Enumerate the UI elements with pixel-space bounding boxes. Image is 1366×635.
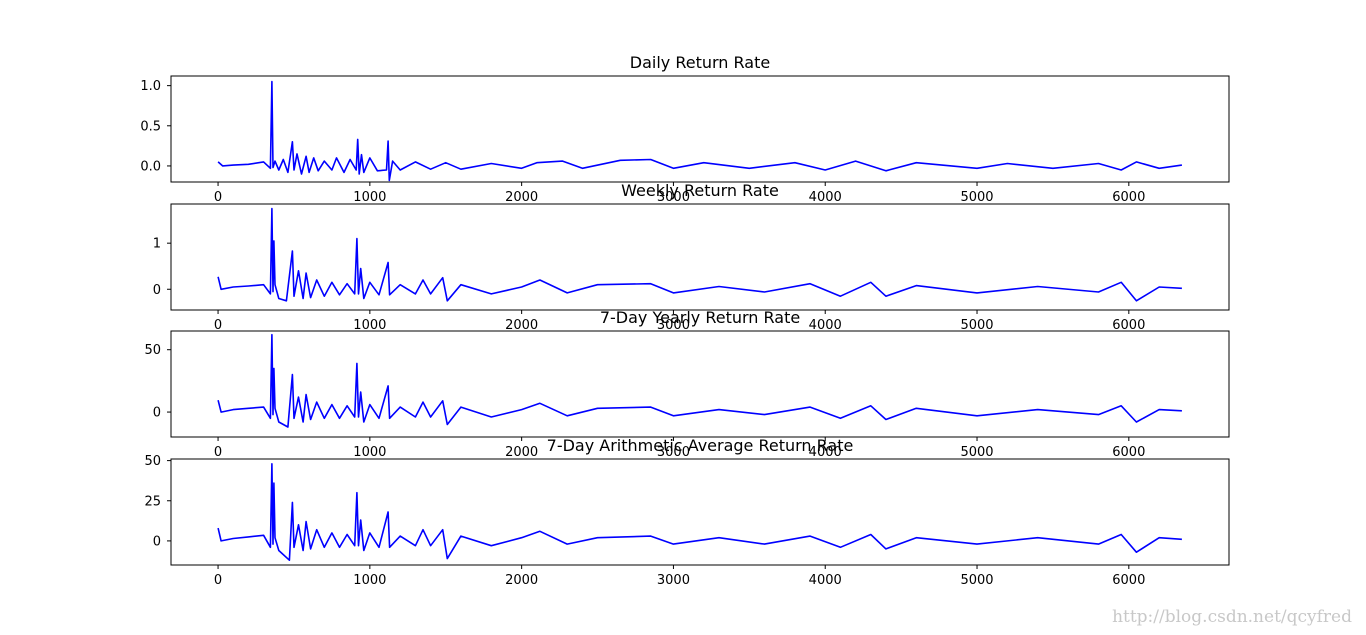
x-tick-label: 1000 [353, 445, 386, 460]
x-tick-label: 6000 [1112, 573, 1145, 588]
x-tick-label: 0 [214, 318, 222, 333]
x-tick-label: 3000 [657, 445, 690, 460]
y-tick-label: 0.0 [140, 159, 161, 174]
x-tick-label: 4000 [809, 318, 842, 333]
subplot-title: 7-Day Yearly Return Rate [600, 308, 800, 327]
axes-frame-4 [170, 458, 1230, 566]
x-tick-label: 1000 [353, 318, 386, 333]
axes-frame-2 [170, 203, 1230, 311]
y-tick-label: 0 [153, 283, 161, 298]
x-tick-label: 4000 [809, 445, 842, 460]
x-tick-label: 2000 [505, 190, 538, 205]
y-tick-label: 50 [144, 454, 161, 469]
series-line-1 [217, 80, 1183, 182]
subplot-2: 0 1000 2000 3000 4000 5000 6000 0 1 Weekly Return… [153, 181, 1230, 333]
y-tick-label: 1 [153, 237, 161, 252]
x-tick-label: 5000 [960, 318, 993, 333]
watermark-text: http://blog.csdn.net/qcyfred [1112, 607, 1352, 627]
subplot-title: Weekly Return Rate [621, 181, 779, 200]
subplot-title: Daily Return Rate [630, 53, 770, 72]
x-tick-label: 1000 [353, 190, 386, 205]
x-tick-label: 5000 [960, 573, 993, 588]
axes-frame-1 [170, 75, 1230, 183]
x-tick-label: 2000 [505, 318, 538, 333]
y-tick-label: 0 [153, 406, 161, 421]
y-tick-label: 0 [153, 534, 161, 549]
y-tick-label: 1.0 [140, 79, 161, 94]
series-line-2 [217, 207, 1182, 302]
subplot-4: 0 1000 2000 3000 4000 5000 6000 0 25 50 7-Day Arit… [144, 436, 1230, 588]
subplots: 0 1000 2000 3000 4000 5000 60000.00.51.0Daily … [140, 53, 1230, 588]
x-tick-label: 0 [214, 573, 222, 588]
y-tick-label: 25 [144, 494, 161, 509]
x-tick-label: 4000 [809, 573, 842, 588]
x-tick-label: 3000 [657, 190, 690, 205]
x-tick-label: 6000 [1112, 445, 1145, 460]
x-tick-label: 4000 [809, 190, 842, 205]
x-tick-label: 0 [214, 190, 222, 205]
series-line-3 [217, 333, 1182, 428]
subplot-title: 7-Day Arithmetic Average Return Rate [547, 436, 854, 455]
x-tick-label: 5000 [960, 445, 993, 460]
x-tick-label: 6000 [1112, 190, 1145, 205]
subplot-1: 0 1000 2000 3000 4000 5000 6000 0.0 0.5 1.0 Daily … [140, 53, 1230, 205]
x-tick-label: 6000 [1112, 318, 1145, 333]
x-tick-label: 3000 [657, 318, 690, 333]
subplot-3: 0 1000 2000 3000 4000 5000 6000 0 50 7-Day Yearly… [144, 308, 1230, 460]
x-tick-label: 3000 [657, 573, 690, 588]
x-tick-label: 5000 [960, 190, 993, 205]
x-tick-label: 2000 [505, 445, 538, 460]
y-tick-label: 50 [144, 343, 161, 358]
x-tick-label: 0 [214, 445, 222, 460]
axes-frame-3 [170, 330, 1230, 438]
x-tick-label: 1000 [353, 573, 386, 588]
series-line-4 [217, 462, 1182, 562]
x-tick-label: 2000 [505, 573, 538, 588]
y-tick-label: 0.5 [140, 119, 161, 134]
